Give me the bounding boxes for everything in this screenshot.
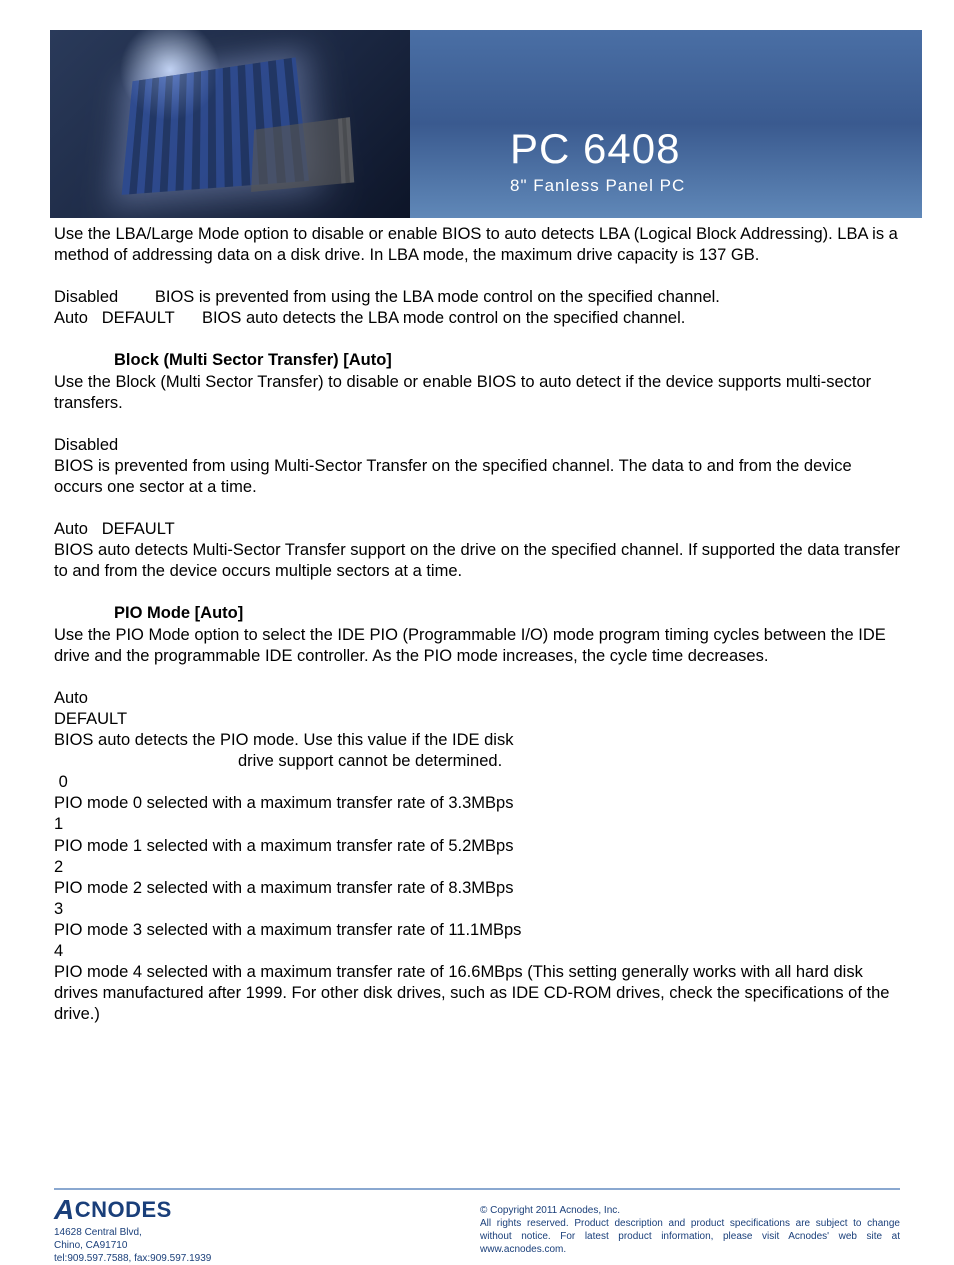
- brand-a-glyph: A: [54, 1194, 75, 1226]
- lba-auto-line: Auto DEFAULT BIOS auto detects the LBA m…: [54, 308, 900, 329]
- block-disabled-desc: BIOS is prevented from using Multi-Secto…: [54, 456, 900, 498]
- pio-m3-num: 3: [54, 899, 900, 920]
- pio-m3: PIO mode 3 selected with a maximum trans…: [54, 920, 900, 941]
- brand-text: CNODES: [75, 1197, 172, 1223]
- pio-m1-num: 1: [54, 814, 900, 835]
- pio-m4: PIO mode 4 selected with a maximum trans…: [54, 962, 900, 1025]
- product-subtitle: 8" Fanless Panel PC: [510, 176, 685, 196]
- pio-auto-desc-l2: drive support cannot be determined.: [238, 751, 900, 772]
- product-title: PC 6408: [510, 128, 685, 170]
- footer-left: ACNODES 14628 Central Blvd, Chino, CA917…: [54, 1194, 211, 1265]
- footer-legal: © Copyright 2011 Acnodes, Inc. All right…: [480, 1194, 900, 1265]
- lba-disabled-line: Disabled BIOS is prevented from using th…: [54, 287, 900, 308]
- pio-auto-label: Auto: [54, 688, 900, 709]
- block-auto-label: Auto DEFAULT: [54, 519, 900, 540]
- addr-line-2: Chino, CA91710: [54, 1239, 211, 1252]
- block-disabled-label: Disabled: [54, 435, 900, 456]
- brand-logo: ACNODES: [54, 1194, 211, 1226]
- legal-text: All rights reserved. Product description…: [480, 1217, 900, 1256]
- lba-intro: Use the LBA/Large Mode option to disable…: [54, 224, 900, 266]
- block-heading: Block (Multi Sector Transfer) [Auto]: [114, 350, 900, 371]
- block-intro: Use the Block (Multi Sector Transfer) to…: [54, 372, 900, 414]
- footer: ACNODES 14628 Central Blvd, Chino, CA917…: [54, 1194, 900, 1265]
- pio-m2-num: 2: [54, 857, 900, 878]
- pio-m1: PIO mode 1 selected with a maximum trans…: [54, 836, 900, 857]
- motherboard-image: [50, 30, 410, 218]
- addr-line-3: tel:909.597.7588, fax:909.597.1939: [54, 1252, 211, 1265]
- header-text: PC 6408 8" Fanless Panel PC: [510, 128, 685, 196]
- copyright-line: © Copyright 2011 Acnodes, Inc.: [480, 1204, 900, 1217]
- header-banner: PC 6408 8" Fanless Panel PC: [50, 30, 922, 218]
- block-auto-desc: BIOS auto detects Multi-Sector Transfer …: [54, 540, 900, 582]
- pio-m0: PIO mode 0 selected with a maximum trans…: [54, 793, 900, 814]
- pio-heading: PIO Mode [Auto]: [114, 603, 900, 624]
- pio-default-label: DEFAULT: [54, 709, 900, 730]
- footer-address: 14628 Central Blvd, Chino, CA91710 tel:9…: [54, 1226, 211, 1265]
- pio-intro: Use the PIO Mode option to select the ID…: [54, 625, 900, 667]
- document-body: Use the LBA/Large Mode option to disable…: [54, 224, 900, 1026]
- pio-m0-num: 0: [54, 772, 900, 793]
- pio-m4-num: 4: [54, 941, 900, 962]
- pio-auto-desc-l1: BIOS auto detects the PIO mode. Use this…: [54, 730, 900, 751]
- pio-m2: PIO mode 2 selected with a maximum trans…: [54, 878, 900, 899]
- footer-rule: [54, 1188, 900, 1190]
